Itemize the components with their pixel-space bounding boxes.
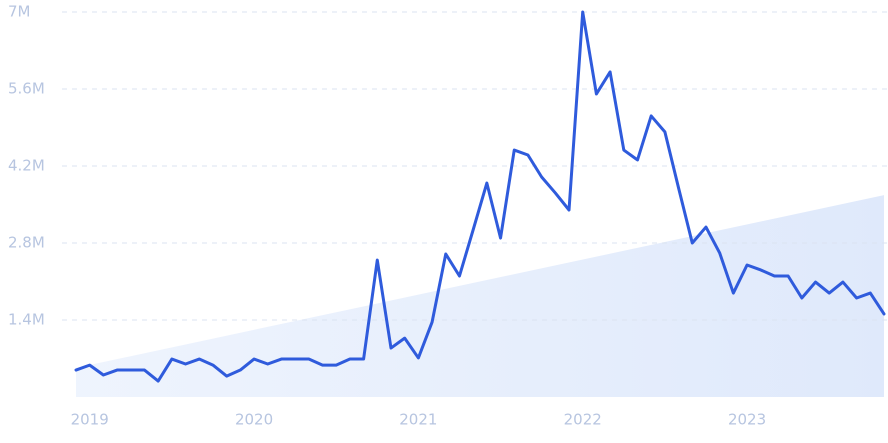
y-tick-label: 7M bbox=[8, 3, 31, 21]
y-tick-label: 1.4M bbox=[8, 311, 45, 329]
x-tick-label: 2021 bbox=[399, 411, 437, 429]
x-tick-label: 2020 bbox=[235, 411, 273, 429]
trend-area bbox=[76, 195, 884, 397]
y-tick-label: 4.2M bbox=[8, 157, 45, 175]
x-tick-label: 2023 bbox=[728, 411, 766, 429]
y-tick-label: 2.8M bbox=[8, 234, 45, 252]
y-tick-label: 5.6M bbox=[8, 80, 45, 98]
x-tick-label: 2019 bbox=[71, 411, 109, 429]
line bbox=[74, 10, 886, 383]
x-tick-label: 2022 bbox=[564, 411, 602, 429]
